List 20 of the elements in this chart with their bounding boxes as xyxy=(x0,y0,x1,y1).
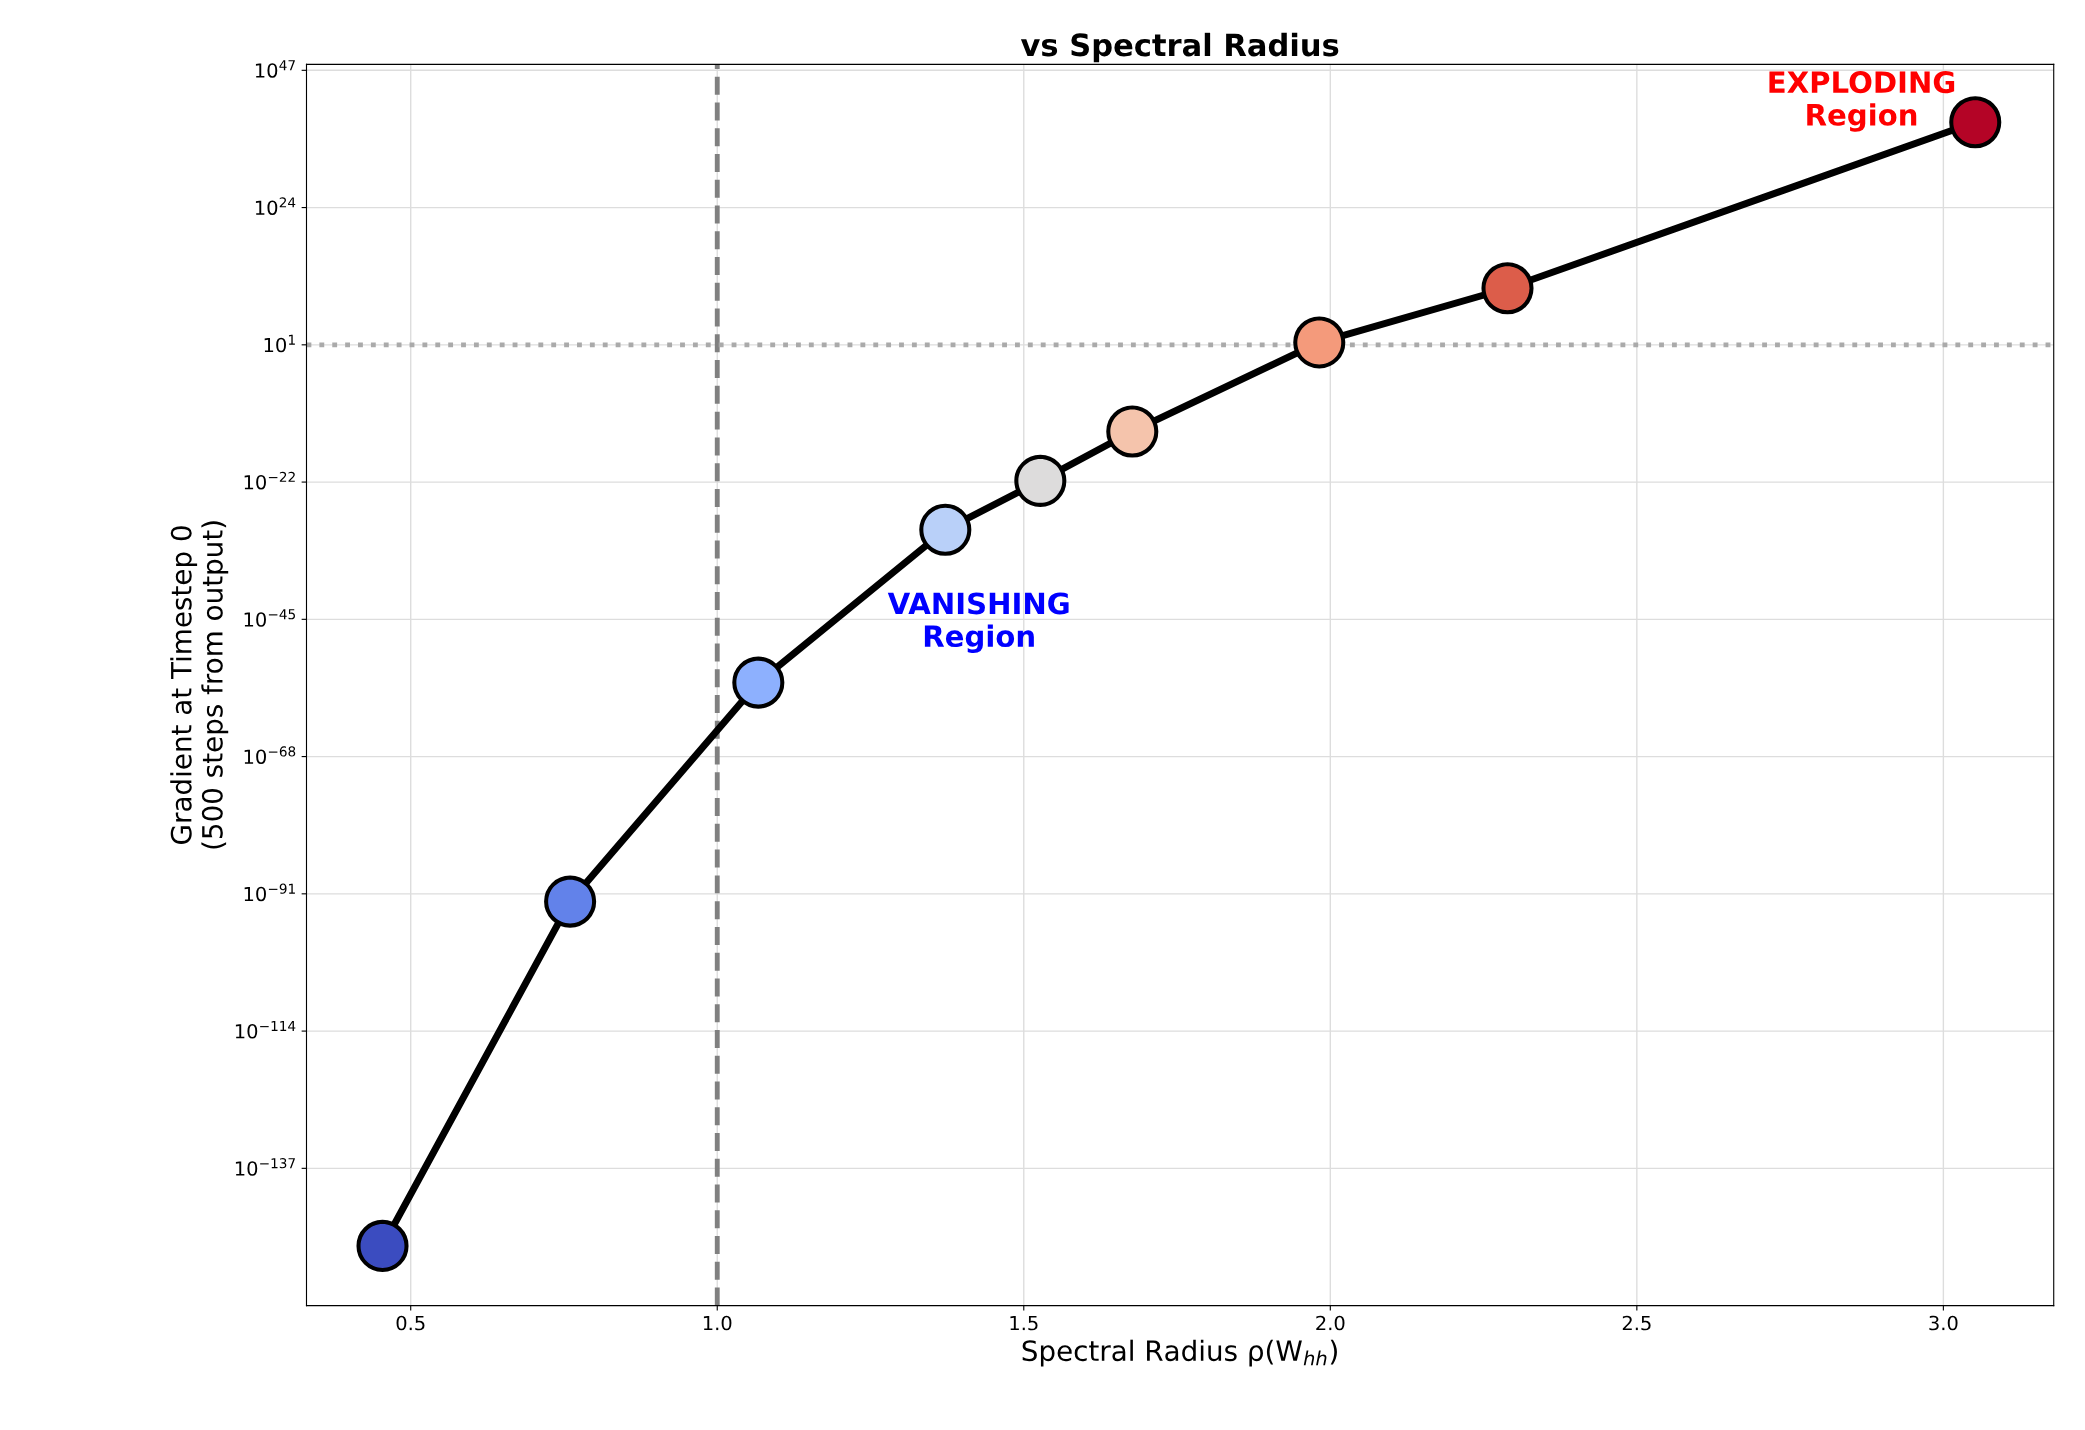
x-tick-label: 2.0 xyxy=(1316,1315,1345,1331)
x-tick-label: 0.5 xyxy=(396,1315,425,1331)
y-tick-label: 10$^{−91}$ xyxy=(244,883,295,902)
y-tick-label: 10$^{−22}$ xyxy=(244,471,295,490)
y-tick-label: 10$^{−68}$ xyxy=(244,746,296,765)
chart-title: vs Spectral Radius xyxy=(1020,32,1339,63)
y-tick-label: 10$^{−114}$ xyxy=(235,1020,296,1039)
y-tick-label: 10$^{1}$ xyxy=(264,334,295,353)
x-tick-label: 3.0 xyxy=(1929,1315,1958,1331)
x-tick-label: 1.0 xyxy=(703,1315,732,1331)
x-tick-label: 1.5 xyxy=(1010,1315,1038,1331)
annotation: VANISHING Region xyxy=(887,592,1069,653)
y-axis-title: Gradient at Timestep 0 (500 steps from output) xyxy=(170,521,229,849)
y-tick-label: 10$^{47}$ xyxy=(255,60,295,78)
x-tick-label: 2.5 xyxy=(1622,1315,1651,1331)
y-tick-label: 10$^{−137}$ xyxy=(235,1158,295,1176)
annotation: EXPLODING Region xyxy=(1769,71,1955,132)
x-axis-title: Spectral Radius ρ(W$_{hh}$) xyxy=(1022,1339,1337,1367)
y-tick-label: 10$^{−45}$ xyxy=(244,609,295,627)
y-tick-label: 10$^{24}$ xyxy=(255,197,296,216)
